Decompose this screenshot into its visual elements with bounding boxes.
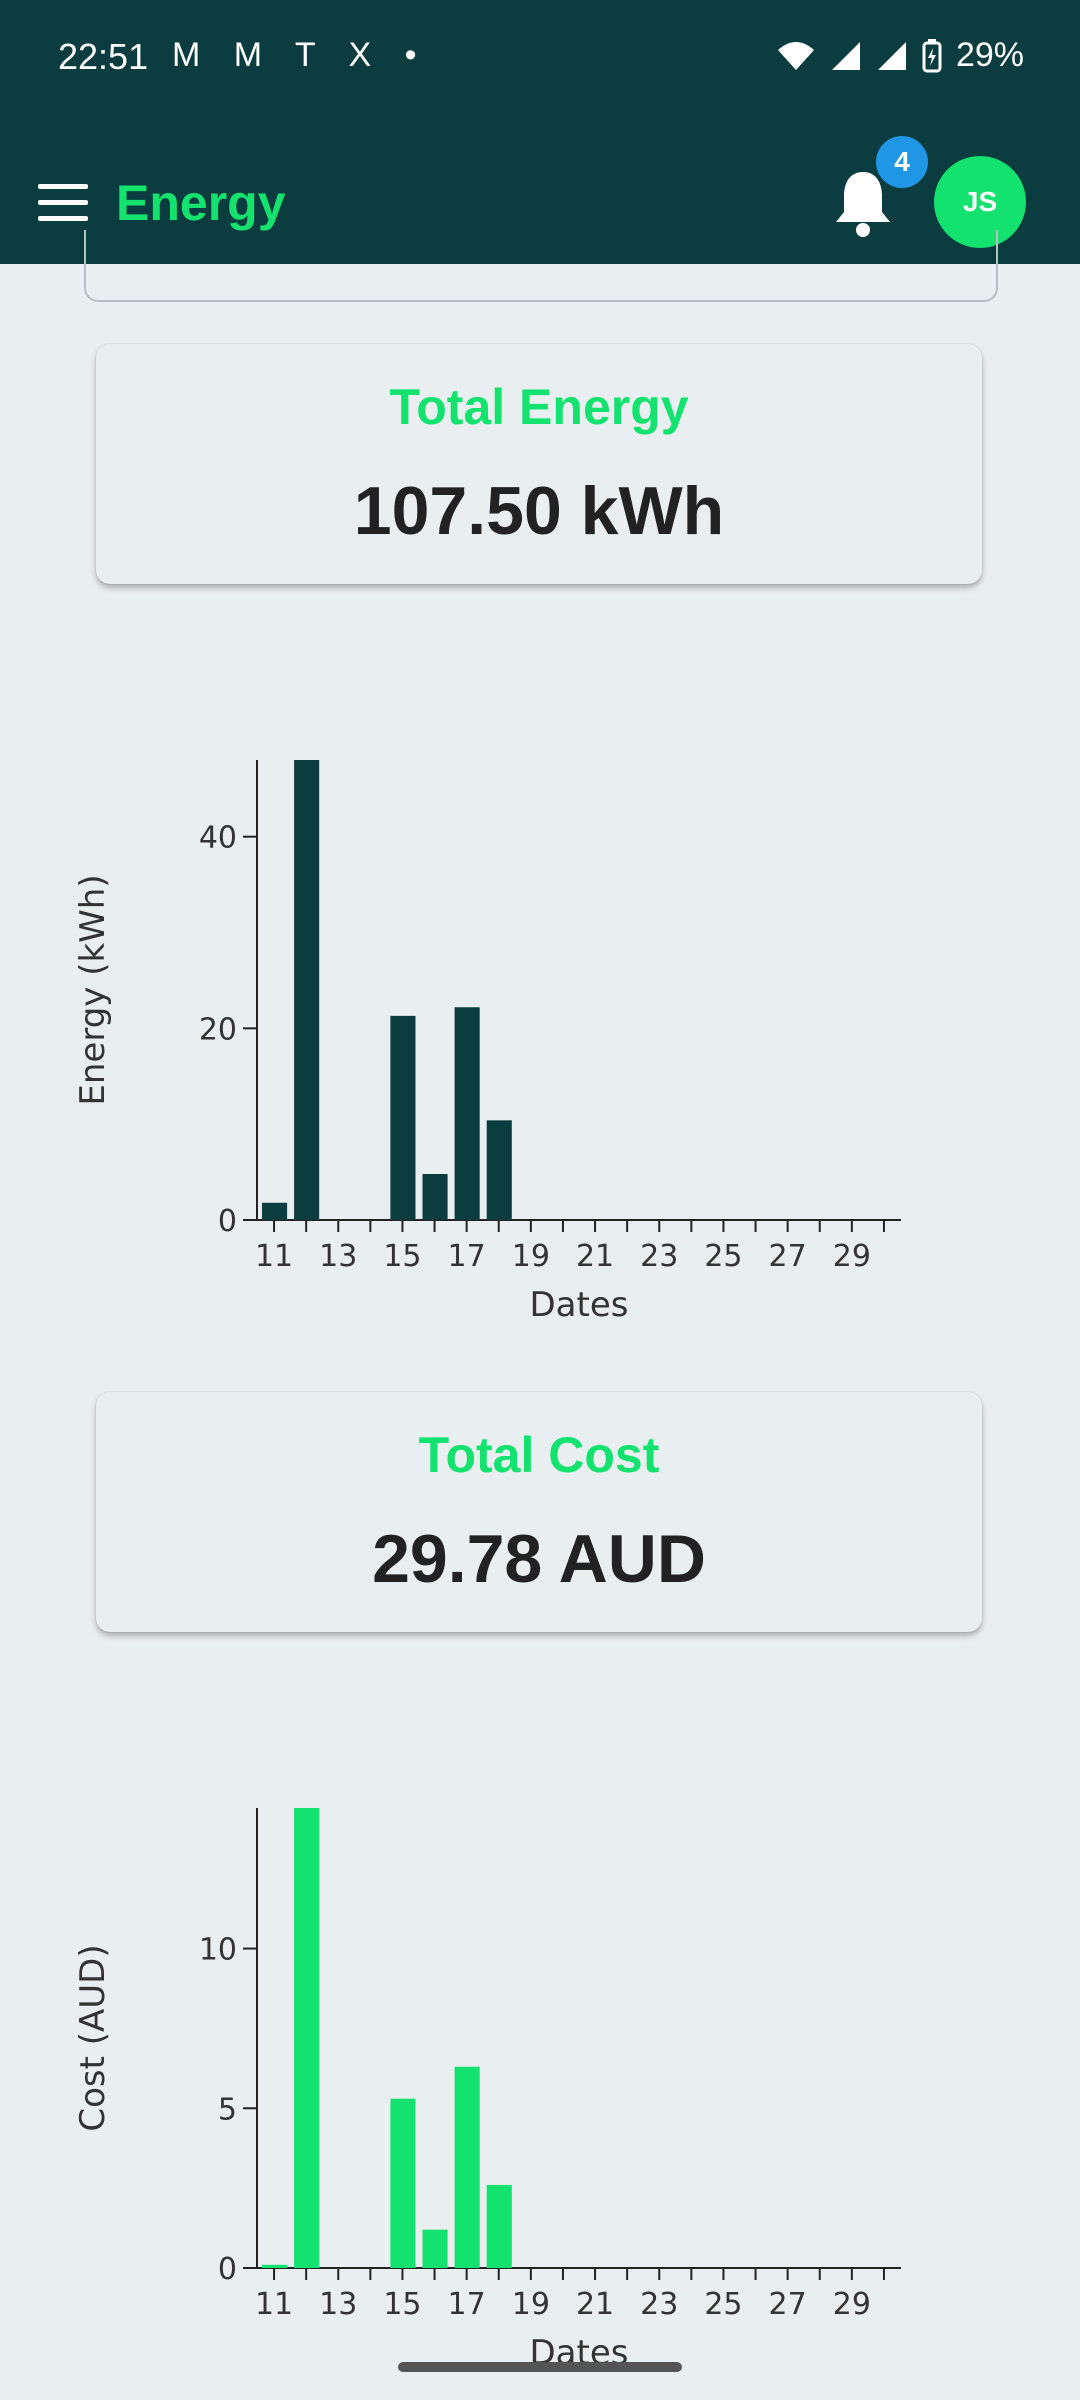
previous-card-edge [84,230,998,302]
x-tick-label: 29 [833,1239,871,1274]
bar-15 [390,1015,416,1220]
y-tick-label: 40 [199,821,237,856]
total-energy-label: Total Energy [389,379,689,435]
x-tick-label: 29 [833,2287,871,2322]
notification-icons: M M T X • [172,36,429,74]
x-tick-label: 15 [383,2287,421,2322]
bar-12 [294,760,320,1220]
x-tick-label: 25 [704,1239,742,1274]
bar-12 [294,1808,320,2268]
bar-11 [262,1202,288,1220]
battery-percent: 29% [955,36,1024,74]
x-tick-label: 11 [255,2287,293,2322]
notification-badge: 4 [876,136,928,188]
bar-15 [390,2098,416,2268]
total-cost-value: 29.78 AUD [372,1521,706,1597]
x-tick-label: 11 [255,1239,293,1274]
x-tick-label: 19 [512,2287,550,2322]
bar-17 [454,1007,480,1220]
avatar[interactable]: JS [934,156,1026,248]
y-axis-title: Cost (AUD) [73,1944,113,2131]
status-bar: 22:51 M M T X • 29% [0,0,1080,118]
y-tick-label: 5 [218,2092,237,2127]
x-tick-label: 17 [448,1239,486,1274]
energy-chart: 11 13 15 17 19 21 23 25 27 29 0 20 40 Dates Energy (kW… [73,760,901,1325]
bar-16 [422,2229,448,2268]
bell-icon[interactable] [832,168,894,238]
bar-17 [454,2066,480,2268]
x-tick-label: 15 [383,1239,421,1274]
total-cost-card: Total Cost 29.78 AUD [96,1392,982,1632]
page-title: Energy [116,175,286,231]
signal-icon [831,41,860,70]
x-tick-label: 23 [640,1239,678,1274]
x-tick-label: 27 [769,1239,807,1274]
x-axis-title: Dates [530,1285,629,1325]
x-tick-label: 13 [319,2287,357,2322]
y-tick-label: 0 [218,1204,237,1239]
x-tick-label: 21 [576,2287,614,2322]
x-tick-label: 23 [640,2287,678,2322]
x-tick-label: 21 [576,1239,614,1274]
total-energy-card: Total Energy 107.50 kWh [96,344,982,584]
signal-icon-2 [877,41,906,70]
total-cost-label: Total Cost [418,1427,660,1483]
bar-18 [486,1120,512,1220]
wifi-icon [777,41,814,70]
bar-16 [422,1174,448,1220]
x-tick-label: 27 [769,2287,807,2322]
battery-icon [922,38,942,72]
bar-18 [486,2184,512,2268]
bar-11 [262,2264,288,2268]
menu-icon[interactable] [38,184,88,221]
y-tick-label: 10 [199,1933,237,1968]
x-tick-label: 17 [448,2287,486,2322]
status-time: 22:51 [58,36,149,77]
x-tick-label: 13 [319,1239,357,1274]
y-tick-label: 20 [199,1012,237,1047]
home-indicator[interactable] [398,2362,682,2372]
y-tick-label: 0 [218,2252,237,2287]
x-tick-label: 19 [512,1239,550,1274]
y-axis-title: Energy (kWh) [73,874,113,1105]
system-icons: 29% [776,36,1024,75]
x-tick-label: 25 [704,2287,742,2322]
total-energy-value: 107.50 kWh [353,473,725,549]
